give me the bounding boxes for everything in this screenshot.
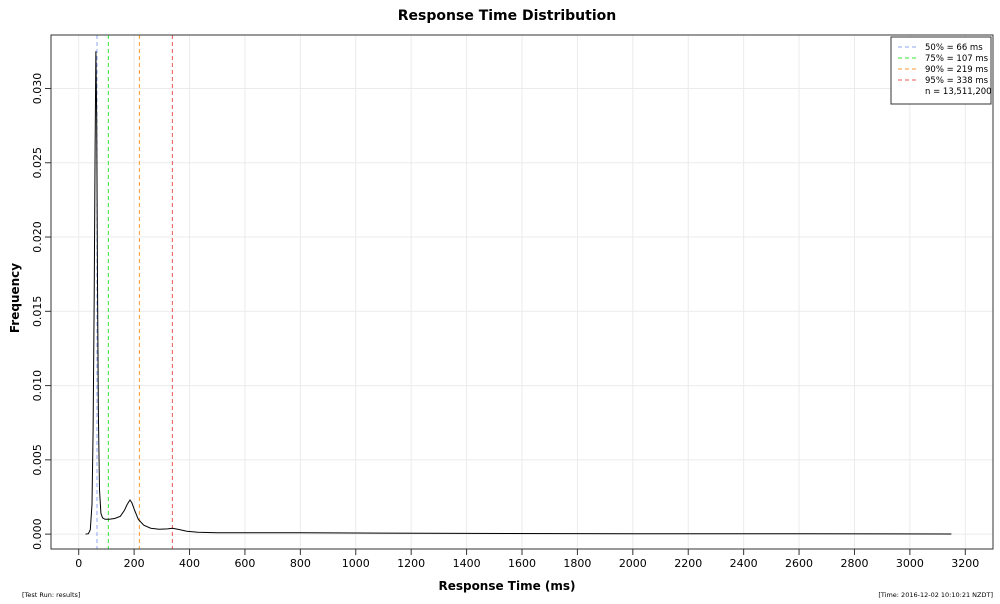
- y-tick-label: 0.025: [31, 147, 44, 179]
- x-tick-label: 2200: [674, 557, 702, 570]
- y-axis-label: Frequency: [8, 263, 22, 333]
- chart-title: Response Time Distribution: [398, 8, 616, 24]
- x-tick-label: 3000: [896, 557, 924, 570]
- grid: [51, 35, 993, 549]
- legend-entry: 95% = 338 ms: [925, 76, 989, 86]
- x-tick-label: 2600: [785, 557, 813, 570]
- y-axis: 0.000 0.005 0.010 0.015 0.020 0.025 0.030: [31, 73, 51, 550]
- x-axis-label: Response Time (ms): [438, 579, 575, 593]
- x-tick-label: 1200: [397, 557, 425, 570]
- density-line: [85, 51, 952, 535]
- legend-entry: 90% = 219 ms: [925, 65, 989, 75]
- footer-test-run: [Test Run: results]: [22, 591, 80, 599]
- x-tick-label: 1400: [453, 557, 481, 570]
- legend-entry: 75% = 107 ms: [925, 54, 989, 64]
- y-tick-label: 0.020: [31, 221, 44, 253]
- x-axis: 0 200 400 600 800 1000 1200 1400 1600 1800 2000 220…: [75, 549, 979, 570]
- x-tick-label: 600: [234, 557, 255, 570]
- x-tick-label: 2800: [840, 557, 868, 570]
- percentile-lines: [96, 35, 173, 549]
- x-tick-label: 1000: [342, 557, 370, 570]
- x-tick-label: 2400: [730, 557, 758, 570]
- x-tick-label: 800: [290, 557, 311, 570]
- x-tick-label: 1600: [508, 557, 536, 570]
- footer-time: [Time: 2016-12-02 10:10:21 NZDT]: [878, 591, 993, 599]
- y-tick-label: 0.000: [31, 518, 44, 550]
- y-tick-label: 0.010: [31, 370, 44, 402]
- x-tick-label: 0: [75, 557, 82, 570]
- legend-entry: 50% = 66 ms: [925, 43, 983, 53]
- x-tick-label: 400: [179, 557, 200, 570]
- y-tick-label: 0.005: [31, 444, 44, 476]
- x-tick-label: 2000: [619, 557, 647, 570]
- y-tick-label: 0.030: [31, 73, 44, 105]
- legend-sample-count: n = 13,511,200: [925, 87, 992, 97]
- x-tick-label: 3200: [951, 557, 979, 570]
- x-tick-label: 1800: [563, 557, 591, 570]
- x-tick-label: 200: [124, 557, 145, 570]
- y-tick-label: 0.015: [31, 296, 44, 328]
